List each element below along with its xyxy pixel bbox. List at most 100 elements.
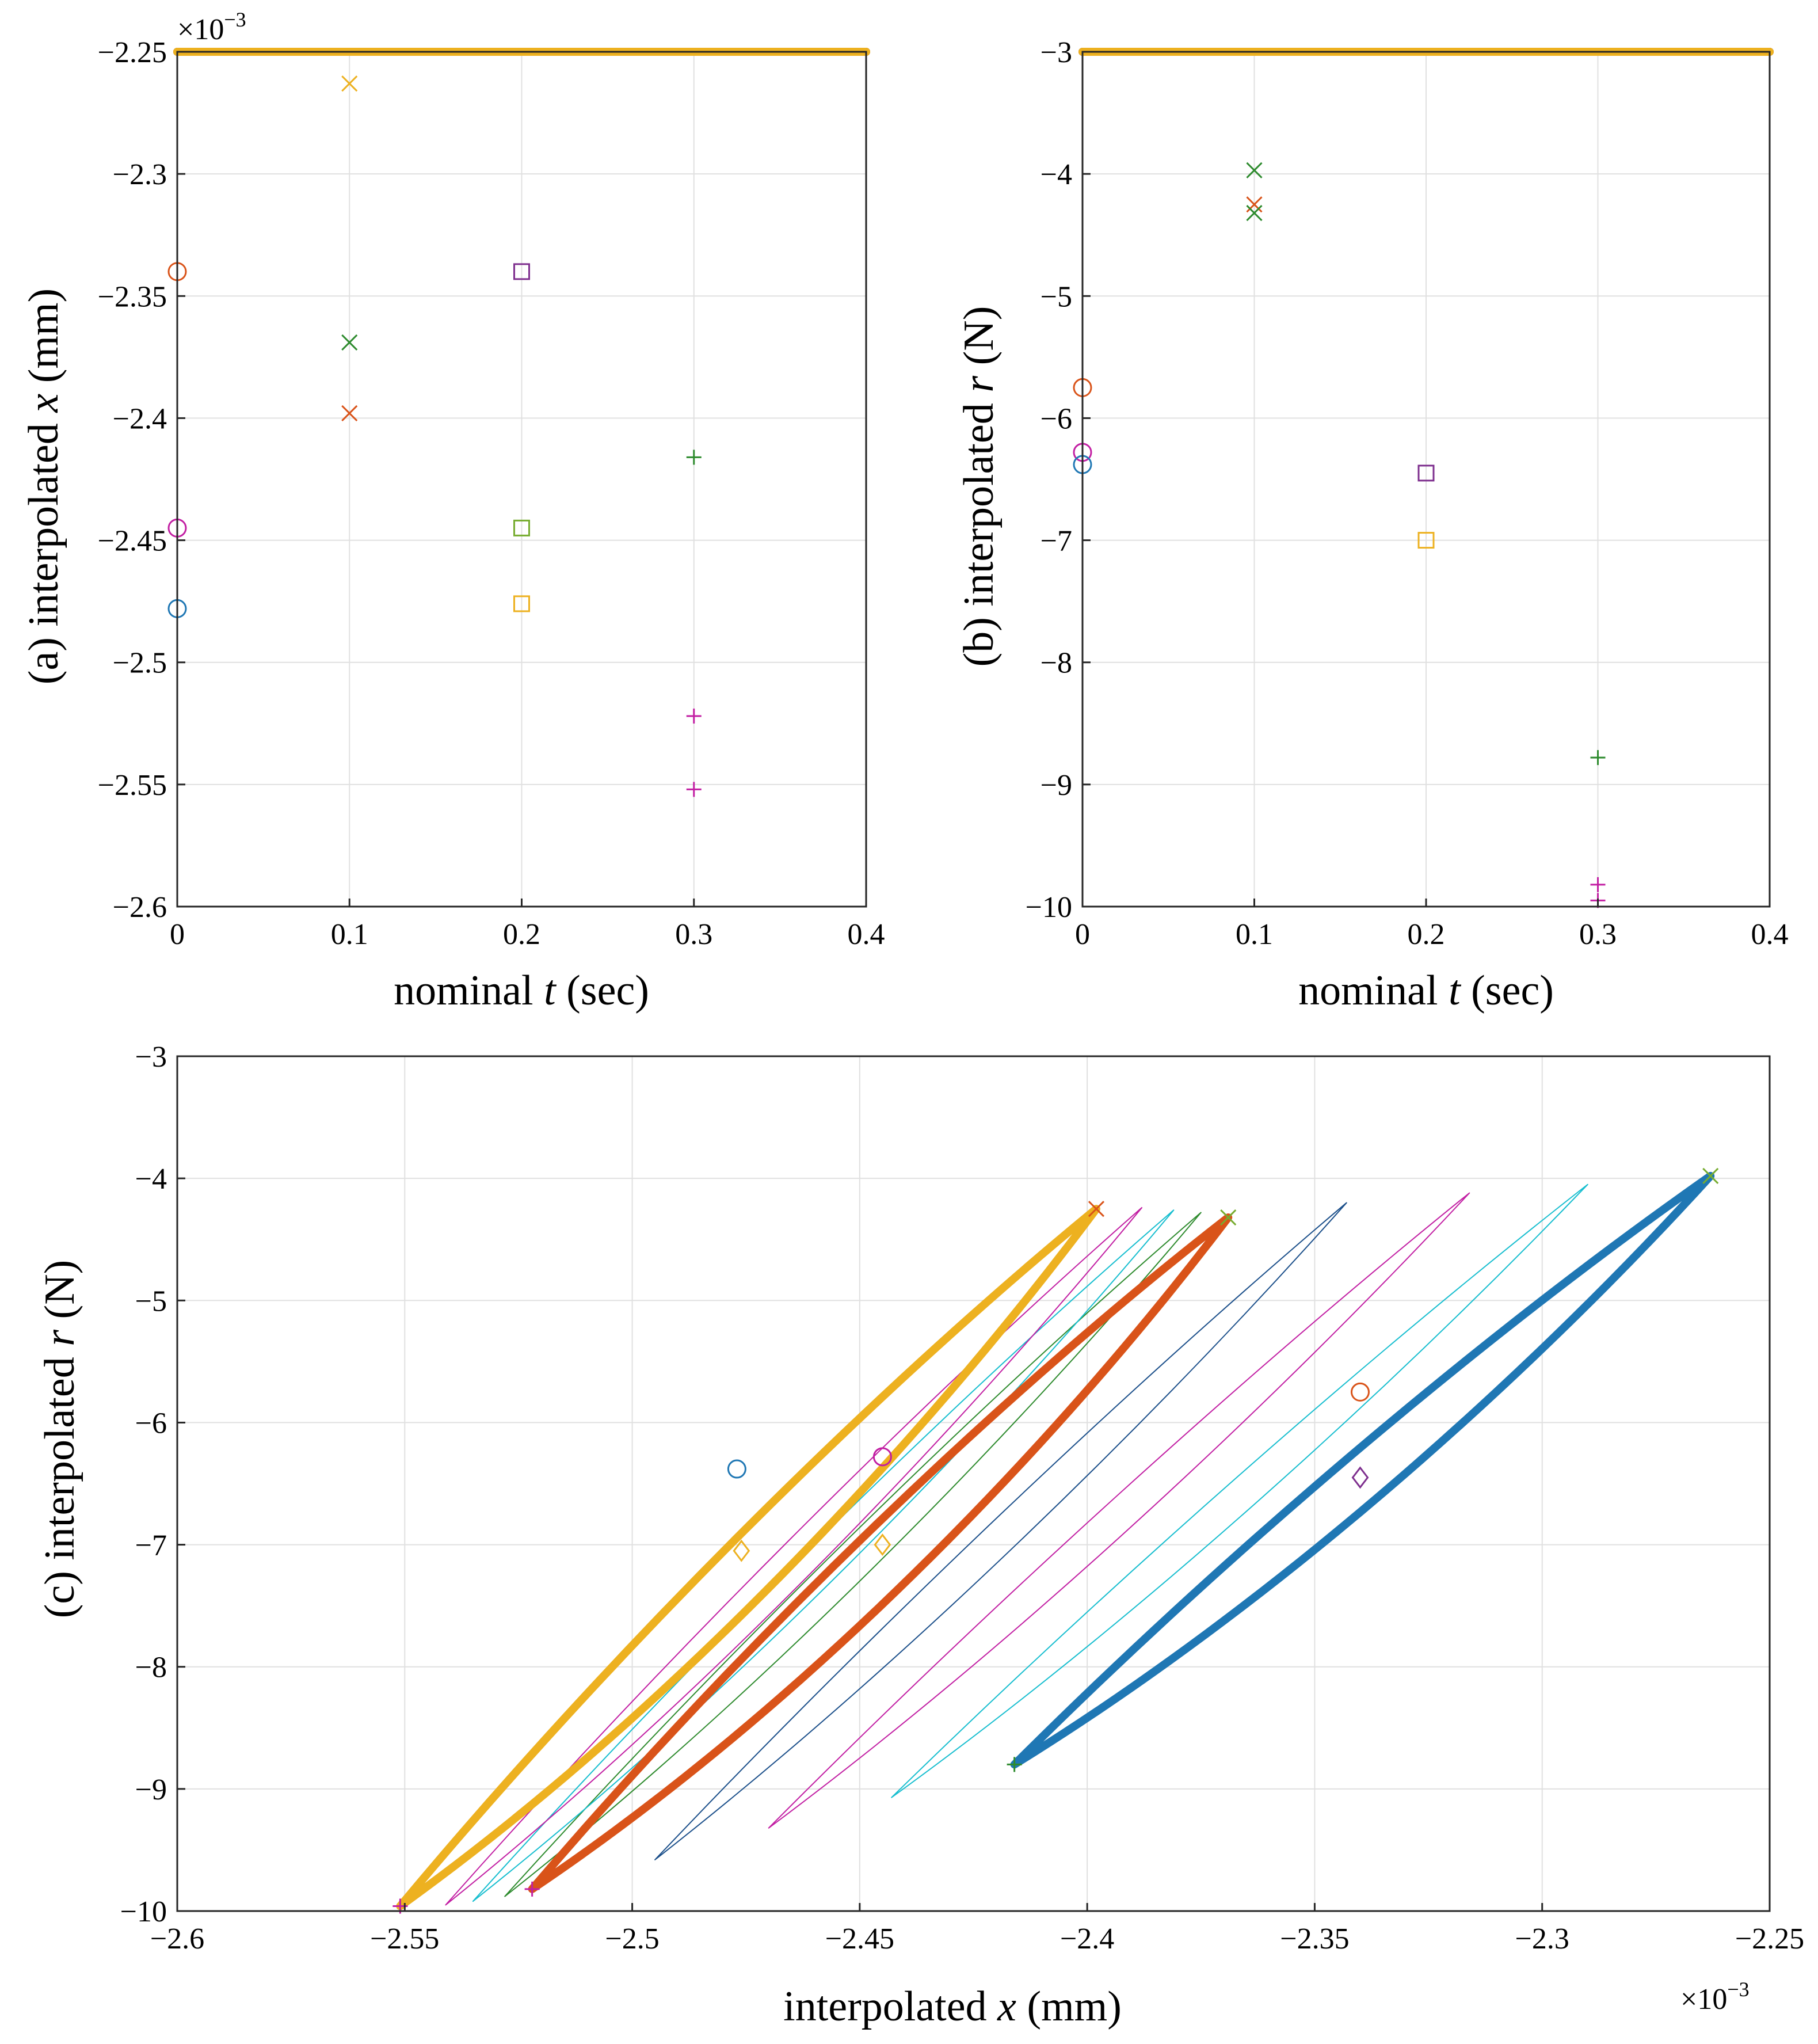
y-tick-label: −2.45 bbox=[98, 525, 167, 558]
x-tick-label: −2.45 bbox=[825, 1923, 894, 1955]
loop-thin-magenta-2 bbox=[445, 1207, 1143, 1906]
y-tick-label: −2.4 bbox=[113, 402, 167, 435]
marker-plus bbox=[1590, 750, 1606, 766]
marker-x bbox=[341, 405, 358, 422]
marker-plus bbox=[686, 450, 702, 465]
marker-square bbox=[1417, 465, 1435, 482]
x-tick-label: 0.4 bbox=[1751, 918, 1789, 951]
y-tick-label: −2.25 bbox=[98, 36, 167, 69]
y-tick-label: −10 bbox=[120, 1895, 167, 1928]
marker-plus bbox=[524, 1881, 540, 1897]
x-tick-label: −2.55 bbox=[370, 1923, 439, 1955]
panel-c-series bbox=[396, 1171, 1715, 1910]
x-tick-label: 0.3 bbox=[675, 918, 712, 951]
panel-c-tick-labels: −2.6 −2.55 −2.5 −2.45 −2.4 −2.35 −2.3 −2.25 −3 −4… bbox=[120, 1041, 1804, 1955]
y-tick-label: −5 bbox=[135, 1285, 167, 1318]
panel-c-y-axis-label: (c) interpolated r (N) bbox=[36, 1260, 83, 1619]
panel-b-x-axis-label: nominal t (sec) bbox=[1298, 967, 1554, 1014]
marker-circle bbox=[727, 1459, 746, 1479]
marker-x bbox=[1246, 196, 1263, 213]
loop-thin-cyan bbox=[891, 1183, 1588, 1798]
y-tick-label: −3 bbox=[1041, 36, 1072, 69]
panel-c-axes-box bbox=[176, 1055, 1771, 1912]
y-tick-label: −4 bbox=[135, 1163, 167, 1196]
marker-x bbox=[1702, 1167, 1719, 1184]
marker-x bbox=[1220, 1209, 1237, 1226]
y-tick-label: −6 bbox=[1041, 402, 1072, 435]
y-tick-label: −2.55 bbox=[98, 769, 167, 802]
y-tick-label: −7 bbox=[135, 1529, 167, 1562]
marker-x bbox=[1088, 1201, 1105, 1217]
marker-diamond bbox=[733, 1539, 750, 1562]
x-tick-label: −2.25 bbox=[1735, 1923, 1804, 1955]
loop-thick-yellow bbox=[396, 1205, 1100, 1910]
panel-b-grid bbox=[1082, 51, 1770, 907]
panel-a-tick-labels: 0 0.1 0.2 0.3 0.4 −2.25 −2.3 −2.35 −2.4 −2.45 −2.5… bbox=[98, 36, 885, 951]
y-tick-label: −2.5 bbox=[113, 647, 167, 680]
x-tick-label: 0 bbox=[170, 918, 185, 951]
y-tick-label: −8 bbox=[135, 1651, 167, 1684]
panel-a-markers bbox=[167, 75, 702, 797]
y-tick-label: −3 bbox=[135, 1041, 167, 1074]
y-tick-label: −7 bbox=[1041, 525, 1072, 558]
panel-b-y-axis-label: (b) interpolated r (N) bbox=[955, 306, 1003, 667]
x-tick-label: 0.3 bbox=[1579, 918, 1617, 951]
marker-plus bbox=[686, 709, 702, 724]
y-tick-label: −2.35 bbox=[98, 280, 167, 313]
panel-a: 0 0.1 0.2 0.3 0.4 −2.25 −2.3 −2.35 −2.4 −2.45 −2.5… bbox=[20, 8, 885, 1014]
panel-c: −2.6 −2.55 −2.5 −2.45 −2.4 −2.35 −2.3 −2.25 −3 −4… bbox=[36, 1041, 1804, 2030]
marker-x bbox=[1246, 204, 1263, 222]
x-tick-label: −2.4 bbox=[1060, 1923, 1114, 1955]
y-tick-label: −6 bbox=[135, 1407, 167, 1440]
panel-c-markers bbox=[392, 1167, 1719, 1914]
panel-c-x-axis-label: interpolated x (mm) bbox=[783, 1983, 1122, 2030]
loop-thin-magenta bbox=[768, 1192, 1470, 1829]
x-tick-label: −2.5 bbox=[605, 1923, 659, 1955]
y-tick-label: −10 bbox=[1026, 891, 1072, 924]
x-tick-label: 0.2 bbox=[503, 918, 540, 951]
loop-thin-olive bbox=[504, 1212, 1202, 1897]
x-tick-label: −2.3 bbox=[1515, 1923, 1569, 1955]
loop-thin-cyan-2 bbox=[472, 1209, 1175, 1902]
marker-circle bbox=[1350, 1382, 1370, 1402]
marker-square bbox=[513, 595, 530, 612]
x-tick-label: 0 bbox=[1075, 918, 1090, 951]
panel-b-tick-labels: 0 0.1 0.2 0.3 0.4 −3 −4 −5 −6 −7 −8 −9 −10 bbox=[1026, 36, 1789, 951]
panel-b-markers bbox=[1073, 162, 1606, 908]
marker-square bbox=[513, 263, 530, 280]
marker-plus bbox=[686, 782, 702, 797]
x-tick-label: 0.1 bbox=[331, 918, 368, 951]
y-tick-label: −2.3 bbox=[113, 158, 167, 191]
panel-a-x-axis-label: nominal t (sec) bbox=[394, 967, 649, 1014]
marker-square bbox=[513, 519, 530, 536]
x-tick-label: −2.35 bbox=[1280, 1923, 1349, 1955]
marker-diamond bbox=[874, 1533, 891, 1556]
marker-plus bbox=[1007, 1757, 1022, 1772]
marker-plus bbox=[1590, 877, 1606, 892]
marker-circle bbox=[872, 1447, 892, 1467]
marker-x bbox=[341, 334, 358, 351]
panel-c-exponent: ×10−3 bbox=[1680, 1978, 1750, 2016]
panel-a-exponent: ×10−3 bbox=[177, 8, 246, 46]
x-tick-label: 0.1 bbox=[1236, 918, 1273, 951]
y-tick-label: −5 bbox=[1041, 280, 1072, 313]
y-tick-label: −2.6 bbox=[113, 891, 167, 924]
x-tick-label: 0.4 bbox=[848, 918, 885, 951]
loop-thin-darkblue bbox=[654, 1202, 1347, 1860]
panel-b: 0 0.1 0.2 0.3 0.4 −3 −4 −5 −6 −7 −8 −9 −10 (b) inter… bbox=[955, 36, 1789, 1014]
x-tick-label: −2.6 bbox=[150, 1923, 204, 1955]
marker-diamond bbox=[1351, 1466, 1369, 1489]
x-tick-label: 0.2 bbox=[1408, 918, 1445, 951]
y-tick-label: −9 bbox=[135, 1773, 167, 1806]
y-tick-label: −4 bbox=[1041, 158, 1072, 191]
panel-a-y-axis-label: (a) interpolated x (mm) bbox=[20, 288, 67, 684]
marker-x bbox=[341, 75, 358, 92]
marker-x bbox=[1246, 162, 1263, 178]
panel-a-grid bbox=[177, 51, 867, 907]
y-tick-label: −9 bbox=[1041, 769, 1072, 802]
loop-thick-orange bbox=[528, 1213, 1233, 1893]
marker-square bbox=[1417, 532, 1435, 549]
y-tick-label: −8 bbox=[1041, 647, 1072, 680]
panel-c-grid bbox=[177, 1056, 1770, 1912]
